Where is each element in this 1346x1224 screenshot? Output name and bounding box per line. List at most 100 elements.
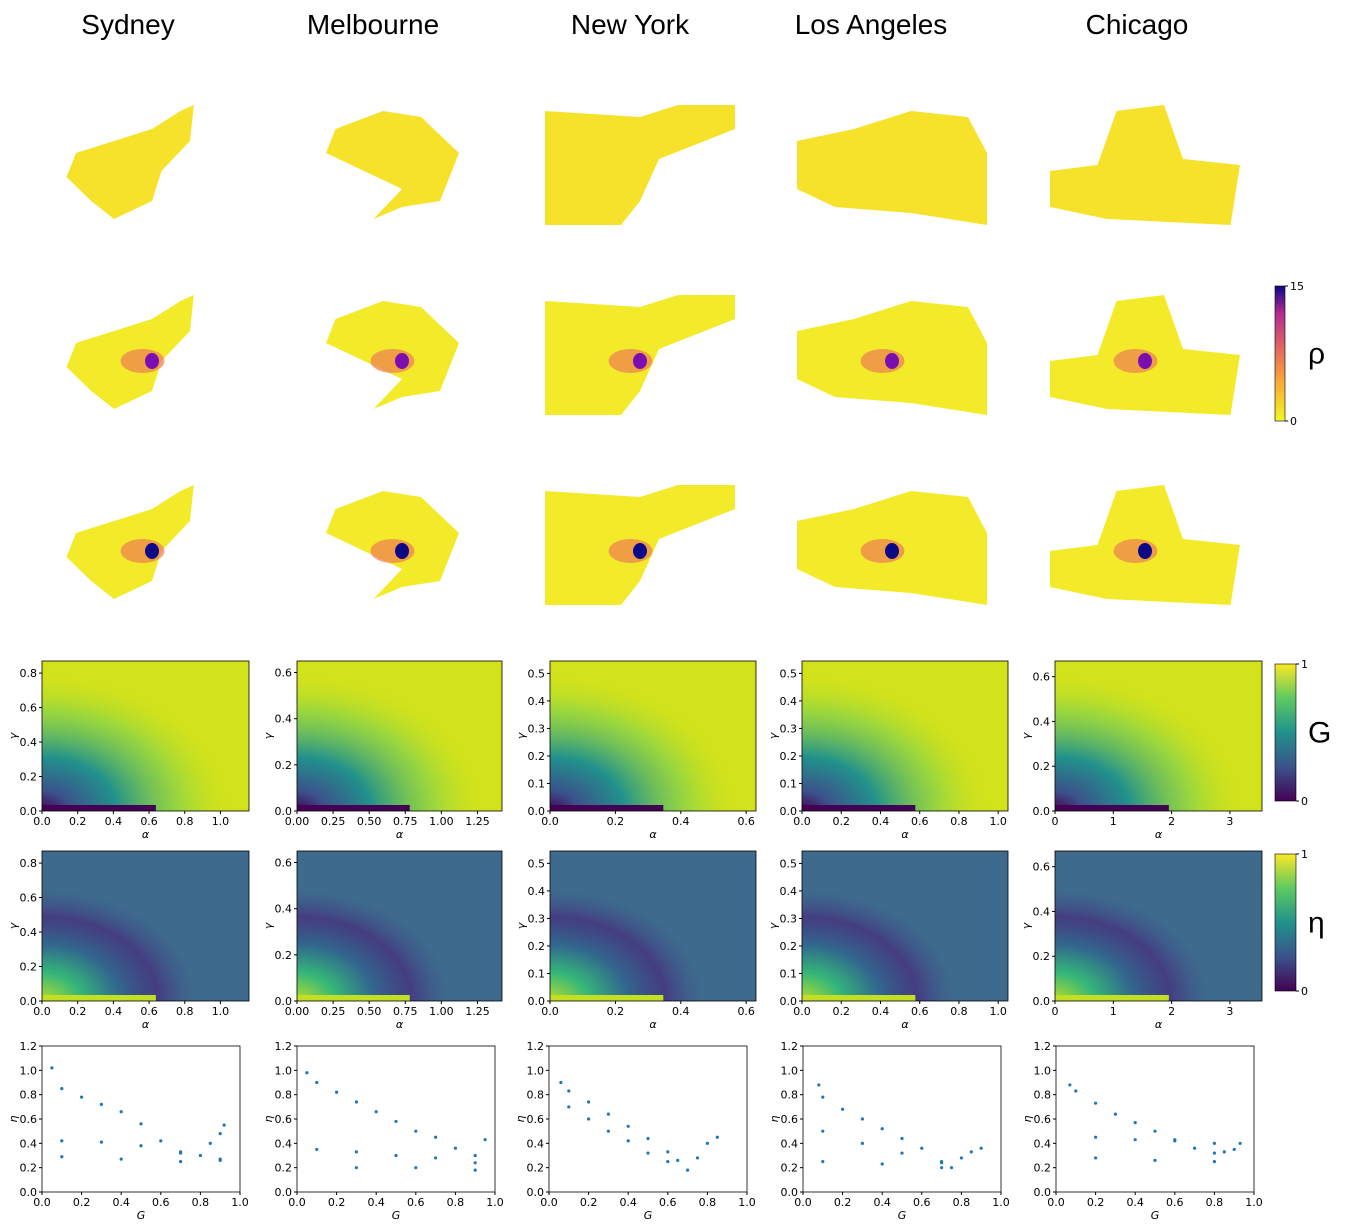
x-axis-label: G	[392, 1209, 401, 1220]
x-tick-label: 1.0	[212, 815, 230, 828]
axes-frame	[801, 660, 1009, 812]
scatter-point	[60, 1139, 64, 1143]
scatter-point	[821, 1095, 825, 1099]
x-tick-label: 1.00	[429, 815, 454, 828]
colorbar-tick-label: 1	[1301, 848, 1308, 861]
y-tick-label: 0.2	[20, 961, 38, 974]
y-tick-label: 0.2	[1034, 1162, 1052, 1175]
y-tick-label: 0.2	[527, 1162, 545, 1175]
scatter-point	[60, 1086, 64, 1091]
x-axis-label: α	[1155, 828, 1163, 841]
x-tick-label: 0.0	[1047, 1196, 1065, 1209]
scatter-point	[880, 1162, 884, 1166]
x-tick-label: 0.75	[393, 815, 418, 828]
scatter-point	[900, 1136, 904, 1141]
scatter-point	[1094, 1101, 1098, 1105]
x-axis-label: G	[898, 1209, 907, 1220]
x-axis-label: α	[396, 1018, 404, 1031]
y-axis-label: γ	[262, 732, 275, 739]
heatmap-strip	[802, 995, 916, 1001]
scatter-point	[959, 1156, 964, 1160]
x-tick-label: 0.50	[357, 1005, 382, 1018]
y-tick-label: 0.6	[20, 1113, 38, 1126]
x-tick-label: 0.2	[69, 1005, 87, 1018]
x-tick-label: 3	[1226, 815, 1233, 828]
y-tick-label: 0.6	[1033, 861, 1051, 874]
y-tick-label: 0.4	[275, 713, 293, 726]
map-core	[1138, 353, 1152, 369]
scatter-point	[208, 1141, 212, 1145]
y-tick-label: 0.4	[781, 1137, 799, 1150]
x-tick-label: 0.6	[737, 815, 755, 828]
scatter-point	[705, 1141, 710, 1145]
scatter-point	[646, 1151, 650, 1155]
x-tick-label: 1	[1110, 815, 1117, 828]
scatter-point	[880, 1127, 884, 1131]
axes-frame	[548, 1045, 748, 1193]
city-map	[66, 105, 194, 219]
scatter-point	[1068, 1083, 1072, 1087]
colorbar	[1274, 853, 1297, 992]
y-tick-label: 0.4	[20, 1137, 38, 1150]
map-core	[633, 353, 647, 369]
scatter-point	[900, 1151, 904, 1155]
x-axis-label: α	[396, 828, 404, 841]
colorbar-tick-label: 0	[1301, 795, 1308, 808]
column-title: Melbourne	[307, 9, 439, 40]
y-tick-label: 0.1	[528, 967, 546, 980]
x-axis-label: α	[649, 828, 657, 841]
heatmap-shade	[550, 851, 756, 1001]
heatmap-strip	[297, 995, 410, 1001]
map-core	[395, 353, 409, 369]
scatter-point	[473, 1161, 477, 1165]
colorbar	[1274, 663, 1297, 802]
x-tick-label: 1.0	[486, 1196, 504, 1209]
y-tick-label: 0.2	[20, 771, 38, 784]
y-tick-label: 0.4	[1033, 715, 1051, 728]
y-tick-label: 1.0	[781, 1064, 799, 1077]
x-axis-label: α	[142, 1018, 150, 1031]
x-tick-label: 0.2	[580, 1196, 598, 1209]
x-axis-label: α	[1155, 1018, 1163, 1031]
y-tick-label: 0.3	[528, 722, 546, 735]
scatter-point	[434, 1135, 438, 1139]
y-tick-label: 0.2	[275, 949, 293, 962]
y-tick-label: 1.2	[1034, 1040, 1052, 1053]
y-tick-label: 0.6	[527, 1113, 545, 1126]
scatter-point	[1074, 1089, 1078, 1093]
y-tick-label: 0.4	[20, 736, 38, 749]
scatter-point	[841, 1107, 845, 1111]
x-tick-label: 0.2	[607, 815, 625, 828]
scatter-point	[453, 1146, 457, 1150]
city-map	[326, 111, 459, 219]
heatmap-shade	[802, 851, 1008, 1001]
y-axis-label: η	[262, 1115, 275, 1122]
scatter-point	[218, 1132, 222, 1136]
y-tick-label: 0.0	[20, 1186, 38, 1199]
x-tick-label: 0.6	[911, 1005, 929, 1018]
x-tick-label: 0.50	[357, 815, 382, 828]
y-tick-label: 0.1	[780, 967, 798, 980]
scatter-point	[315, 1080, 319, 1085]
scatter-point	[1094, 1156, 1098, 1160]
y-tick-label: 0.2	[1033, 760, 1051, 773]
heatmap-strip	[42, 805, 156, 811]
x-tick-label: 1.00	[429, 1005, 454, 1018]
heatmap-strip	[550, 805, 664, 811]
y-tick-label: 0.4	[275, 903, 293, 916]
scatter-point	[1193, 1146, 1197, 1150]
x-tick-label: 0.0	[33, 815, 51, 828]
y-tick-label: 0.4	[1033, 905, 1051, 918]
x-tick-label: 3	[1226, 1005, 1233, 1018]
scatter-point	[414, 1129, 418, 1133]
y-tick-label: 0.0	[275, 805, 293, 818]
heatmap-strip	[42, 995, 156, 1001]
y-tick-label: 0.6	[781, 1113, 799, 1126]
y-axis-label: γ	[7, 922, 20, 929]
y-tick-label: 0.4	[275, 1137, 293, 1150]
y-tick-label: 0.8	[20, 857, 38, 870]
x-tick-label: 1.25	[465, 1005, 490, 1018]
axes-frame	[1055, 1045, 1255, 1193]
x-tick-label: 0.75	[393, 1005, 418, 1018]
